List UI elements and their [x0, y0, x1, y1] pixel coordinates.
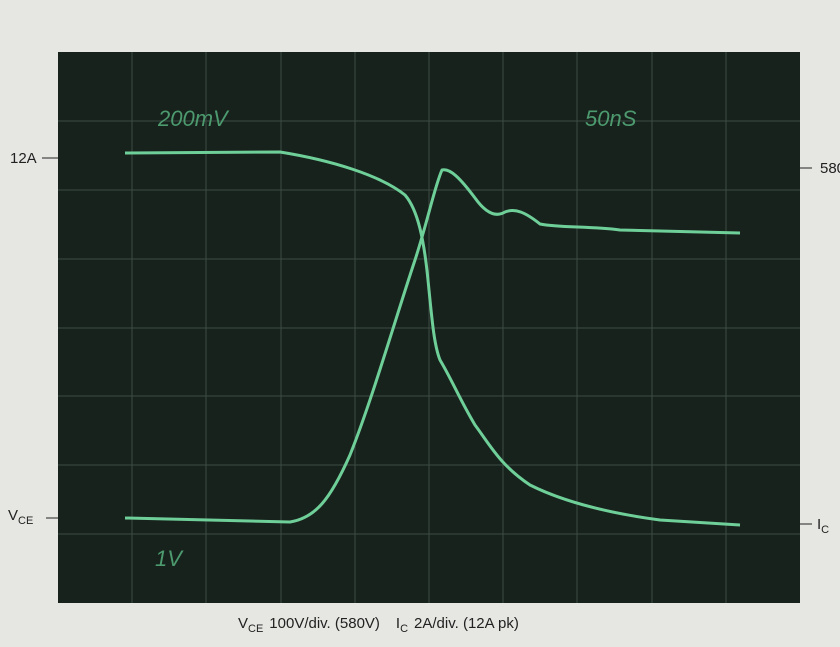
caption-rest: 100V/div. (580V)	[269, 615, 380, 632]
caption-sub: CE	[248, 623, 263, 635]
caption-main: V	[238, 615, 248, 632]
caption: VCE 100V/div. (580V) IC 2A/div. (12A pk)	[238, 615, 519, 635]
label-main: I	[817, 516, 821, 533]
screen-label: 200mV	[157, 106, 230, 131]
screen-label: 1V	[155, 546, 184, 571]
left-label: VCE	[8, 507, 33, 527]
screen-label: 50nS	[585, 106, 637, 131]
left-label: 12A	[10, 150, 37, 167]
right-label: IC	[817, 516, 829, 536]
caption-rest: 2A/div. (12A pk)	[414, 615, 519, 632]
graticule	[58, 52, 800, 603]
vce-trace	[124, 150, 741, 527]
caption-main: I	[396, 615, 400, 632]
label-sub: C	[821, 524, 829, 536]
right-label: 580V	[820, 160, 840, 177]
caption-sub: C	[400, 623, 408, 635]
ic-trace	[124, 168, 741, 524]
label-main: V	[8, 507, 18, 524]
label-sub: CE	[18, 515, 33, 527]
